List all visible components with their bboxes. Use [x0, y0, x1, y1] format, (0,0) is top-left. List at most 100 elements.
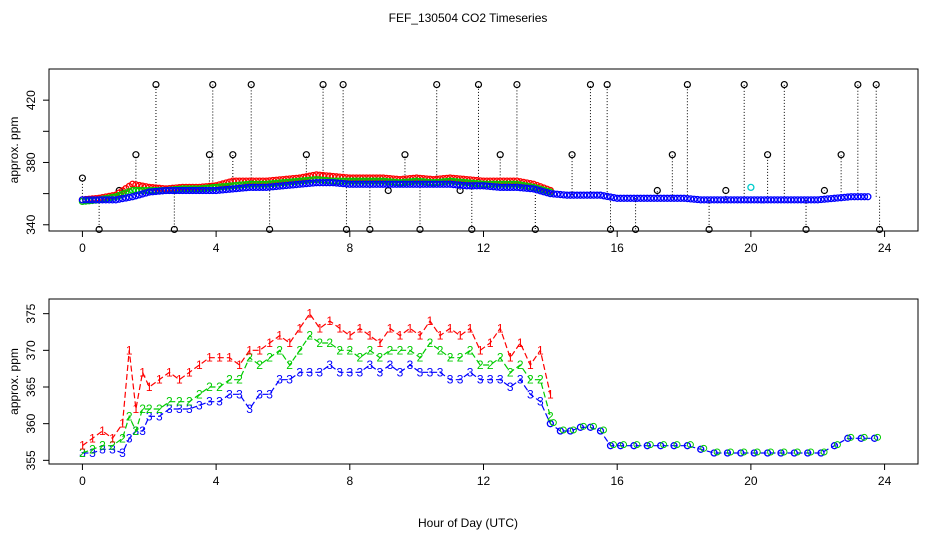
point-series-3: [586, 423, 595, 431]
point-series-3: [536, 187, 544, 195]
marker-series-3: 3: [527, 387, 534, 401]
point-series-3: [132, 192, 140, 200]
marker-series-1: 1: [139, 365, 146, 379]
marker-series-2: 2: [186, 395, 193, 409]
x-tick-label: 16: [611, 241, 625, 255]
point-series-3: [817, 449, 825, 457]
marker-series-2: 2: [119, 431, 126, 445]
point-series-3: [142, 189, 150, 197]
marker-series-3: 3: [367, 358, 374, 372]
point-series-3: [737, 196, 745, 204]
x-tick-label: 20: [744, 474, 758, 488]
point-series-3: [616, 442, 625, 450]
point-series-3: [850, 193, 859, 201]
point-series-3: [88, 196, 97, 204]
point-series-3: [553, 190, 561, 198]
spike-point: [780, 80, 788, 89]
point-series-3: [483, 182, 491, 190]
marker-series-2: 2: [296, 343, 303, 357]
point-series-3: [195, 186, 204, 195]
point-series-2-overlap: [700, 444, 708, 452]
point-series-3: [656, 442, 665, 450]
point-series-3: [526, 184, 534, 193]
spike-point: [205, 151, 214, 159]
marker-series-2: 2: [206, 380, 213, 394]
point-series-3: [219, 186, 227, 194]
point-series-3: [810, 196, 819, 204]
point-series-3: [255, 183, 264, 192]
point-series-3: [847, 193, 855, 201]
point-series-3: [804, 196, 812, 204]
x-tick-label: 12: [477, 241, 491, 255]
point-series-3: [804, 449, 812, 457]
point-series-3: [519, 184, 528, 192]
marker-series-3: 3: [427, 365, 434, 379]
spike-point: [854, 80, 862, 89]
point-series-3: [419, 180, 427, 188]
point-series-3: [352, 180, 361, 188]
marker-series-1: 1: [196, 358, 203, 372]
point-series-2-overlap: [740, 448, 748, 456]
spike-point: [152, 80, 160, 89]
point-series-3: [306, 179, 314, 187]
point-series-3: [242, 184, 250, 192]
marker-series-3: 3: [457, 373, 464, 387]
spike-point: [209, 80, 217, 89]
point-series-3: [386, 180, 394, 188]
point-series-3: [660, 194, 668, 202]
point-series-3: [820, 195, 829, 203]
point-series-3: [158, 187, 167, 195]
point-series-3: [630, 442, 638, 450]
point-series-3: [456, 181, 464, 189]
point-series-3: [376, 180, 384, 188]
point-series-3: [737, 449, 745, 457]
marker-series-1: 1: [146, 380, 153, 394]
point-series-3: [546, 420, 554, 428]
point-series-3: [656, 194, 665, 202]
marker-series-2: 2: [286, 358, 293, 372]
x-tick-label: 16: [611, 474, 625, 488]
point-series-3: [249, 183, 257, 192]
point-series-2-overlap: [860, 433, 868, 441]
point-series-3: [563, 191, 571, 199]
marker-series-2: 2: [367, 343, 374, 357]
marker-series-2: 2: [306, 329, 313, 343]
point-series-3: [596, 427, 605, 435]
point-series-3: [322, 179, 331, 187]
point-series-3: [463, 182, 471, 190]
point-series-3: [189, 186, 197, 195]
point-series-3: [727, 196, 735, 204]
annotation-point: [747, 183, 755, 192]
point-series-3: [556, 190, 565, 199]
spike-point: [586, 80, 595, 89]
marker-series-1: 1: [316, 321, 323, 335]
point-series-2-overlap: [820, 448, 828, 456]
marker-series-2: 2: [537, 373, 544, 387]
point-series-3: [98, 196, 107, 204]
y-tick-label: 355: [24, 450, 38, 470]
marker-series-3: 3: [477, 373, 484, 387]
point-series-3: [346, 180, 354, 188]
point-series-3: [844, 434, 852, 442]
marker-series-2: 2: [527, 373, 534, 387]
spike-point: [683, 80, 691, 89]
point-series-2-overlap: [549, 419, 557, 427]
marker-series-1: 1: [256, 343, 263, 357]
marker-series-1: 1: [276, 329, 283, 343]
point-series-3: [693, 195, 702, 204]
marker-series-3: 3: [437, 365, 444, 379]
point-series-3: [443, 180, 451, 188]
spike-point: [606, 225, 615, 234]
point-series-3: [172, 186, 180, 195]
marker-series-1: 1: [326, 314, 333, 328]
marker-series-1: 1: [467, 321, 474, 335]
point-series-3: [650, 194, 658, 202]
marker-series-2: 2: [266, 351, 273, 365]
x-axis-label: Hour of Day (UTC): [418, 516, 518, 530]
point-series-3: [573, 191, 581, 199]
point-series-3: [396, 180, 404, 188]
point-series-1: [135, 181, 143, 190]
marker-series-3: 3: [507, 380, 514, 394]
marker-series-1: 1: [99, 424, 106, 438]
point-series-3: [232, 184, 240, 193]
